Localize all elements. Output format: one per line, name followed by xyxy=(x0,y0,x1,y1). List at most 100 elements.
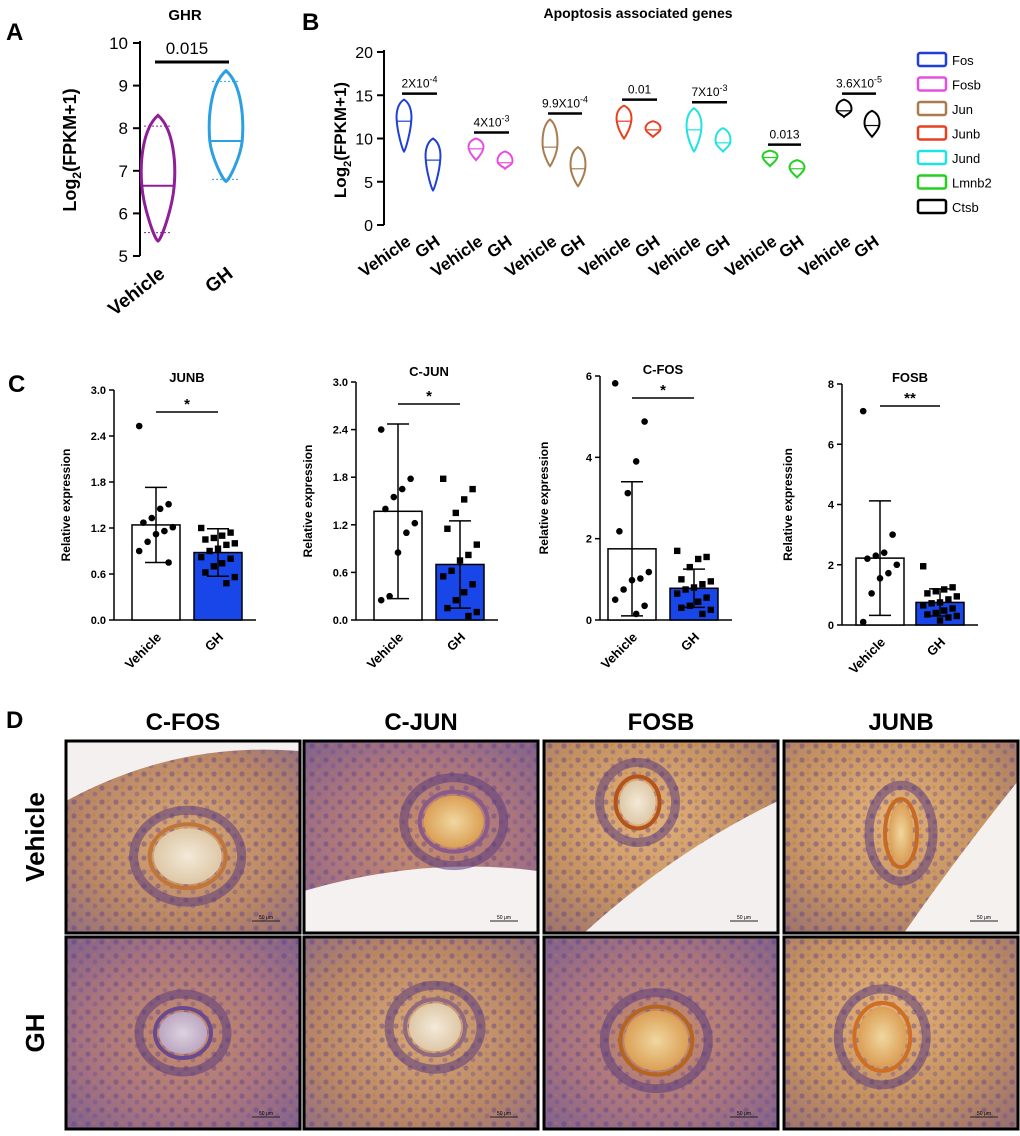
chart-c-y-tick-label: 3.0 xyxy=(333,377,348,389)
chart-c-data-point-vehicle xyxy=(165,559,172,566)
chart-b-p-value-base: 2X10 xyxy=(401,77,429,91)
chart-c-data-point-gh xyxy=(440,573,447,580)
chart-b-violin-jun-vehicle xyxy=(541,118,559,168)
micrograph-scale-bar-label: 50 μm xyxy=(497,915,511,921)
chart-b-y-tick-label: 10 xyxy=(355,132,373,149)
chart-c-data-point-vehicle xyxy=(893,561,901,569)
micrograph-gh-fosb: 50 μm xyxy=(542,935,780,1131)
chart-c-data-point-vehicle xyxy=(859,618,867,626)
chart-c-data-point-gh xyxy=(461,496,468,503)
micrograph-oocyte xyxy=(159,1012,207,1054)
chart-c-data-point-gh xyxy=(686,563,693,571)
chart-a-title: GHR xyxy=(168,7,202,24)
chart-c-data-point-gh xyxy=(941,586,948,593)
chart-b-violin-junb-vehicle xyxy=(615,104,633,141)
chart-c-y-label: Relative expression xyxy=(301,445,315,558)
chart-c-data-point-gh xyxy=(678,576,685,583)
chart-c-data-point-vehicle xyxy=(140,519,147,526)
chart-c-x-tick-label: Vehicle xyxy=(364,630,406,672)
micrograph-zona-pellucida xyxy=(417,789,490,854)
micrograph-vehicle-fosb: 50 μm xyxy=(542,739,780,935)
chart-a-y-tick-label: 5 xyxy=(119,247,128,266)
panel-b-violin-chart: Apoptosis associated genes 0 5 10 15 20 Log2(F… xyxy=(331,5,992,281)
panel-d-column-header: FOSB xyxy=(628,709,695,736)
chart-c-y-tick-label: 0.6 xyxy=(333,567,348,579)
chart-c-x-tick-label: GH xyxy=(924,635,948,659)
chart-c-data-point-gh xyxy=(924,611,931,618)
micrograph-zona-pellucida xyxy=(153,1006,213,1060)
chart-c-data-point-gh xyxy=(206,547,213,555)
chart-c-data-point-gh xyxy=(227,529,234,536)
chart-b-y-tick-label: 20 xyxy=(355,45,373,62)
micrograph-oocyte xyxy=(858,1006,907,1067)
chart-c-data-point-gh xyxy=(444,525,451,532)
chart-b-x-tick-label: GH xyxy=(557,232,589,262)
chart-b-y-tick-label: 5 xyxy=(364,175,373,192)
micrograph-frame xyxy=(782,935,1020,1131)
chart-c-significance-stars: * xyxy=(184,396,190,413)
chart-c-y-tick-label: 1.2 xyxy=(91,523,106,535)
micrograph-frame xyxy=(64,935,302,1131)
chart-c-title: C-JUN xyxy=(409,364,449,379)
micrograph-blank-area xyxy=(584,801,778,933)
micrograph-vehicle-c-fos: 50 μm xyxy=(64,739,302,935)
chart-c-data-point-gh xyxy=(674,547,681,555)
chart-c-data-point-vehicle xyxy=(382,505,389,513)
chart-c-data-point-gh xyxy=(202,569,209,576)
chart-c-data-point-vehicle xyxy=(620,586,627,593)
chart-b-legend-label: Ctsb xyxy=(952,200,979,215)
panel-d-row-label: Vehicle xyxy=(20,792,50,882)
chart-b-y-label: Log2(FPKM+1) xyxy=(331,82,354,198)
chart-c-data-point-vehicle xyxy=(889,531,896,538)
chart-c-y-tick-label: 2.4 xyxy=(91,431,107,443)
micrograph-scale-bar-label: 50 μm xyxy=(737,915,751,921)
chart-c-y-label: Relative expression xyxy=(59,449,73,562)
chart-c-data-point-gh xyxy=(210,534,217,542)
panel-d-row-label: GH xyxy=(20,1014,50,1053)
micrograph-oocyte xyxy=(619,780,656,825)
chart-c-data-point-gh xyxy=(219,532,226,539)
micrograph-granulosa-ring xyxy=(384,980,486,1074)
chart-b-violin-fosb-gh xyxy=(496,150,514,171)
micrograph-granulosa-ring xyxy=(864,780,938,886)
chart-c-data-point-gh xyxy=(440,475,447,482)
chart-c-data-point-gh xyxy=(953,593,960,600)
chart-c-y-tick-label: 3.0 xyxy=(91,385,106,397)
chart-c-c-jun: C-JUN 0.0 0.6 1.2 1.8 2.4 3.0 Relative expressi… xyxy=(301,364,498,672)
panel-c-bar-charts: JUNB 0.0 0.6 1.2 1.8 2.4 3.0 Relative expressio… xyxy=(59,362,978,677)
chart-b-x-tick-label: Vehicle xyxy=(501,232,560,281)
chart-c-title: JUNB xyxy=(169,370,204,385)
chart-c-data-point-gh xyxy=(223,580,230,587)
chart-b-legend-swatch-junb xyxy=(916,125,948,141)
chart-c-x-tick-label: Vehicle xyxy=(122,630,164,672)
chart-c-data-point-vehicle xyxy=(611,380,619,387)
chart-c-title: C-FOS xyxy=(643,362,684,377)
chart-c-data-point-gh xyxy=(707,606,714,614)
chart-c-data-point-gh xyxy=(928,600,935,607)
chart-c-data-point-gh xyxy=(695,555,702,563)
panel-letter-d: D xyxy=(6,707,23,734)
micrograph-zona-pellucida xyxy=(883,797,919,870)
chart-c-data-point-gh xyxy=(465,612,472,620)
chart-c-y-tick-label: 1.8 xyxy=(91,477,106,489)
chart-a-y-tick-label: 9 xyxy=(119,77,128,96)
chart-b-legend-swatch-fos xyxy=(916,51,948,68)
chart-c-data-point-gh xyxy=(695,598,702,605)
chart-c-data-point-gh xyxy=(452,509,459,517)
chart-c-data-point-vehicle xyxy=(864,555,871,563)
chart-a-violin-gh xyxy=(207,68,245,184)
chart-c-data-point-gh xyxy=(202,536,209,543)
chart-c-data-point-vehicle xyxy=(632,458,640,465)
chart-b-p-value: 0.013 xyxy=(769,128,799,142)
chart-a-y-label-log: Log xyxy=(60,179,80,212)
chart-c-data-point-gh xyxy=(198,553,205,561)
chart-b-legend-swatch-fosb xyxy=(916,76,948,92)
panel-d-column-header: JUNB xyxy=(868,709,933,736)
chart-c-data-point-vehicle xyxy=(885,569,892,577)
chart-c-y-tick-label: 4 xyxy=(586,452,593,464)
chart-c-data-point-gh xyxy=(678,604,685,611)
micrograph-gh-junb: 50 μm xyxy=(782,935,1020,1131)
chart-c-data-point-gh xyxy=(456,557,464,564)
chart-b-p-value: 7X10-3 xyxy=(691,83,727,99)
micrograph-granulosa-ring xyxy=(129,805,247,907)
